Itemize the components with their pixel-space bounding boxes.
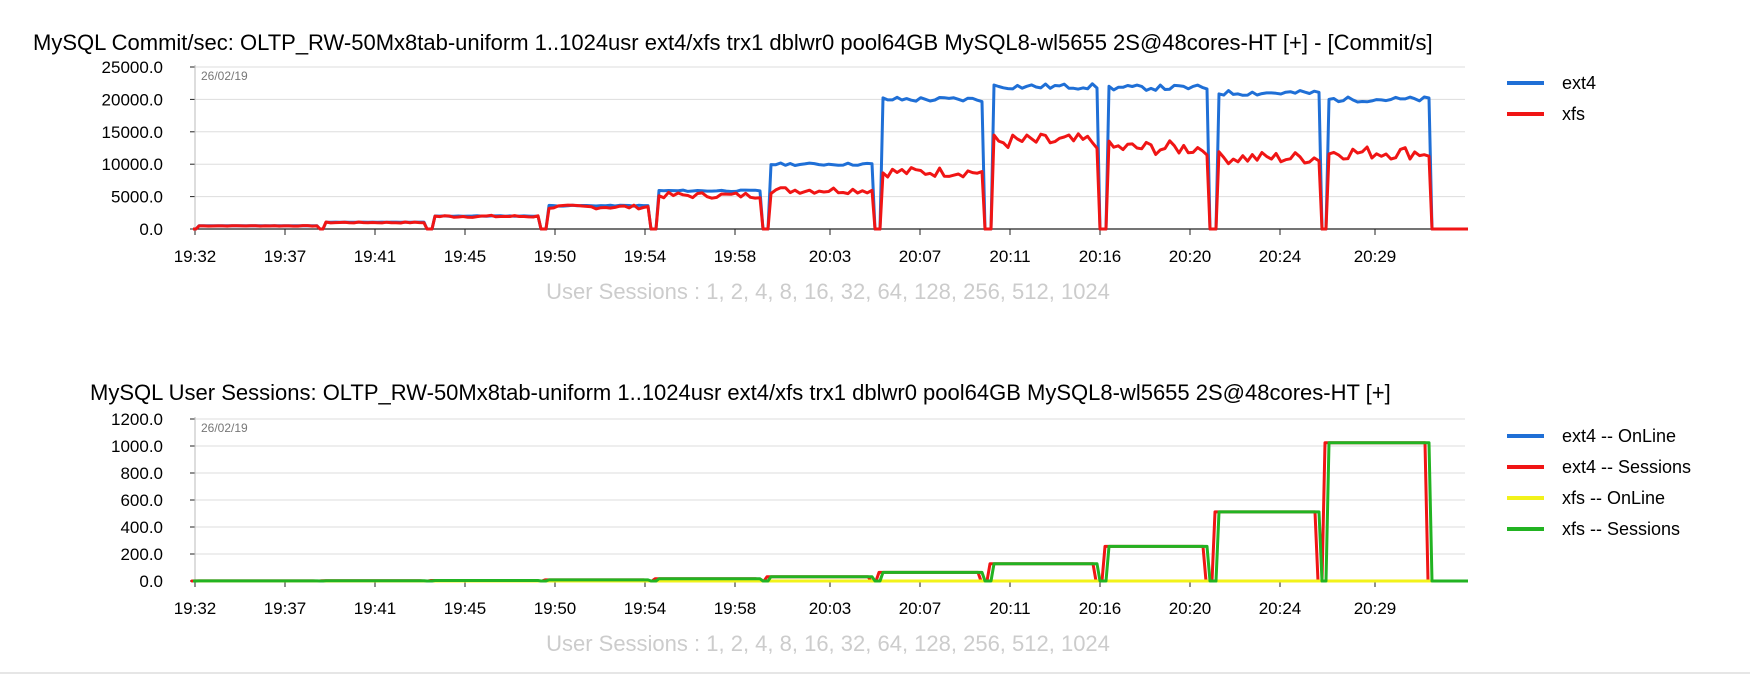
chart2-xtick-label: 19:58 [714,599,757,618]
chart1-xtick-label: 20:24 [1259,247,1302,266]
chart2-legend-item: xfs -- Sessions [1507,519,1680,539]
chart2-xtick-label: 20:24 [1259,599,1302,618]
chart2-plot: 0.0 200.0 400.0 600.0 800.0 1000.0 1200.0 19:32… [111,410,1691,618]
chart2-xtick-label: 20:03 [809,599,852,618]
chart2-ytick-label: 400.0 [120,518,163,537]
chart2-ytick-label: 800.0 [120,464,163,483]
chart2-date-label: 26/02/19 [201,421,248,435]
chart2-legend-item: ext4 -- Sessions [1507,457,1691,477]
chart1-legend-item: ext4 [1507,73,1596,93]
bottom-divider [0,672,1750,674]
chart2-xtick-label: 20:16 [1079,599,1122,618]
chart1-xtick-label: 20:29 [1354,247,1397,266]
chart1-xtick-label: 19:54 [624,247,667,266]
chart2-xtick-label: 19:45 [444,599,487,618]
chart1-xtick-label: 20:20 [1169,247,1212,266]
chart1-xtick-label: 19:41 [354,247,397,266]
chart1-ytick-label: 20000.0 [102,90,163,109]
chart2-ytick-label: 1000.0 [111,437,163,456]
chart2-title: MySQL User Sessions: OLTP_RW-50Mx8tab-un… [90,380,1391,405]
chart2-xtick-label: 19:50 [534,599,577,618]
chart2-xlabel: User Sessions : 1, 2, 4, 8, 16, 32, 64, … [546,631,1110,656]
chart1-xtick-label: 20:11 [989,247,1030,266]
chart2-legend-label: ext4 -- OnLine [1562,426,1676,446]
chart2-xtick-label: 20:11 [989,599,1030,618]
chart1-date-label: 26/02/19 [201,69,248,83]
chart2-legend-label: ext4 -- Sessions [1562,457,1691,477]
chart2-xtick-label: 20:20 [1169,599,1212,618]
chart1-title: MySQL Commit/sec: OLTP_RW-50Mx8tab-unifo… [33,30,1433,55]
chart1-plot: 0.0 5000.0 10000.0 15000.0 20000.0 25000.0 19:… [102,58,1596,266]
chart2-ytick-label: 200.0 [120,545,163,564]
chart2-xtick-label: 19:54 [624,599,667,618]
chart2-legend-item: ext4 -- OnLine [1507,426,1676,446]
chart2-ytick-label: 1200.0 [111,410,163,429]
chart1-xtick-label: 19:32 [174,247,217,266]
chart1-xtick-label: 19:58 [714,247,757,266]
chart1-ytick-label: 15000.0 [102,123,163,142]
chart1-xtick-label: 19:37 [264,247,307,266]
chart2-xtick-label: 19:41 [354,599,397,618]
chart1-xtick-label: 20:07 [899,247,942,266]
chart1-xtick-label: 20:03 [809,247,852,266]
chart1-ytick-label: 25000.0 [102,58,163,77]
chart2-legend-label: xfs -- OnLine [1562,488,1665,508]
chart2-ytick-label: 0.0 [139,572,163,591]
chart1-xlabel: User Sessions : 1, 2, 4, 8, 16, 32, 64, … [546,279,1110,304]
chart1-ytick-label: 5000.0 [111,188,163,207]
chart1-legend-item: xfs [1507,104,1585,124]
chart2-xtick-label: 20:29 [1354,599,1397,618]
chart2-xtick-label: 19:37 [264,599,307,618]
chart1-legend-label: ext4 [1562,73,1596,93]
chart1-xtick-label: 19:50 [534,247,577,266]
chart2-series-xfs-sessions-line [193,441,1468,583]
chart1-xtick-label: 20:16 [1079,247,1122,266]
chart2-xtick-label: 19:32 [174,599,217,618]
chart1-ytick-label: 0.0 [139,220,163,239]
chart2-xtick-label: 20:07 [899,599,942,618]
chart1-series-xfs-line [193,132,1468,231]
chart1-xtick-label: 19:45 [444,247,487,266]
chart1-legend-label: xfs [1562,104,1585,124]
chart1-ytick-label: 10000.0 [102,155,163,174]
chart2-ytick-label: 600.0 [120,491,163,510]
chart2-legend-item: xfs -- OnLine [1507,488,1665,508]
chart2-legend-label: xfs -- Sessions [1562,519,1680,539]
